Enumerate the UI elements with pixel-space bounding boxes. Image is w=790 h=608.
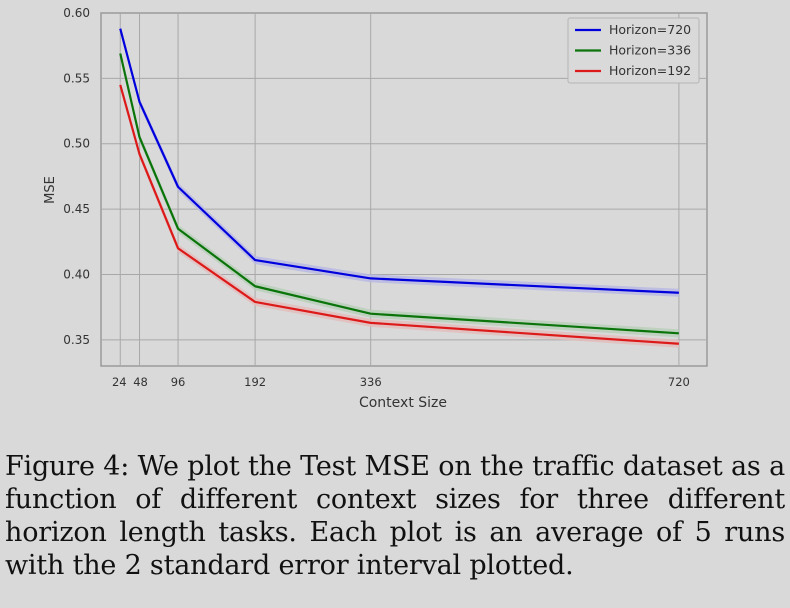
y-tick-label: 0.55 bbox=[63, 71, 90, 85]
y-tick-label: 0.40 bbox=[63, 267, 90, 281]
series-line bbox=[119, 84, 679, 345]
series-line bbox=[119, 28, 679, 294]
series-line bbox=[119, 53, 679, 335]
x-tick-label: 48 bbox=[133, 375, 148, 389]
x-tick-label: 336 bbox=[360, 375, 382, 389]
y-tick-label: 0.45 bbox=[63, 202, 90, 216]
x-tick-label: 24 bbox=[112, 375, 127, 389]
legend-box bbox=[567, 17, 700, 84]
x-axis-label: Context Size bbox=[359, 395, 447, 411]
legend-label: Horizon=192 bbox=[609, 63, 691, 78]
legend-label: Horizon=336 bbox=[609, 43, 691, 58]
legend: Horizon=720 Horizon=336 Horizon=192 bbox=[567, 17, 700, 84]
x-tick-labels: 24 48 96 192 336 720 bbox=[112, 375, 690, 389]
y-tick-label: 0.35 bbox=[63, 333, 90, 347]
x-tick-label: 96 bbox=[171, 375, 186, 389]
series-lines bbox=[119, 28, 679, 345]
mse-vs-context-chart: 24 48 96 192 336 720 0.35 0.40 0.45 0.50 0.55 0.60… bbox=[43, 6, 708, 411]
legend-label: Horizon=720 bbox=[609, 22, 691, 37]
figure-caption: Figure 4: We plot the Test MSE on the tr… bbox=[5, 451, 785, 581]
y-tick-label: 0.50 bbox=[63, 137, 90, 151]
x-tick-label: 192 bbox=[244, 375, 266, 389]
y-tick-label: 0.60 bbox=[63, 6, 90, 20]
y-axis-label: MSE bbox=[43, 176, 58, 204]
x-tick-label: 720 bbox=[668, 375, 690, 389]
y-tick-labels: 0.35 0.40 0.45 0.50 0.55 0.60 bbox=[63, 6, 90, 347]
